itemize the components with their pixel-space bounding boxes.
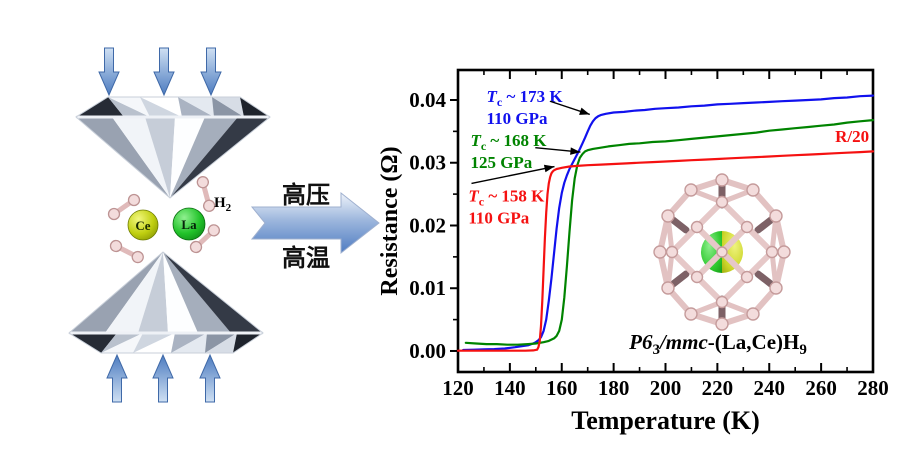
y-tick-label: 0.04 [409, 88, 446, 112]
pressure-arrow-down-icon [153, 47, 175, 96]
hydrogen-atoms [653, 173, 791, 331]
annotation-arrowhead-icon [570, 147, 581, 155]
bottom-pressure-arrows [106, 354, 221, 403]
la-atom [172, 207, 206, 241]
pressure-arrow-down-icon [200, 47, 222, 96]
annotation-arrowhead-icon [579, 107, 590, 115]
high-pressure-label: 高压 [282, 181, 330, 209]
y-axis-title: Resistance (Ω) [377, 146, 403, 295]
process-arrow-group: 高压 高温 [250, 181, 380, 272]
x-tick-label: 220 [702, 376, 734, 400]
pressure-arrow-down-icon [98, 47, 120, 96]
x-axis-title: Temperature (K) [571, 406, 759, 435]
series-red-110GPa-R20 [456, 150, 875, 352]
x-tick-label: 140 [494, 376, 526, 400]
sample-chamber: Ce La H2 [109, 175, 232, 266]
h2-label: H2 [214, 195, 232, 214]
ce-atom-label: Ce [135, 218, 150, 233]
x-tick-label: 260 [805, 376, 837, 400]
hydrogen-molecule-icon [110, 237, 144, 266]
hydrogen-cage [653, 173, 791, 331]
tc-annotation: Tc ~ 158 K [468, 186, 545, 208]
x-tick-label: 180 [598, 376, 630, 400]
y-tick-label: 0.00 [409, 339, 446, 363]
tc-annotation: Tc ~ 173 K [487, 87, 564, 109]
r20-curve-label: R/20 [835, 127, 869, 146]
formula-label: P63/mmc-(La,Ce)H9 [628, 330, 807, 358]
tc-annotation: Tc ~ 168 K [470, 131, 547, 153]
x-tick-label: 240 [754, 376, 786, 400]
top-pressure-arrows [98, 47, 222, 96]
pressure-arrow-up-icon [106, 354, 128, 403]
series-blue-110GPa [462, 94, 875, 352]
y-tick-label: 0.03 [409, 151, 446, 175]
diamond-anvil-cell: Ce La H2 [67, 47, 272, 403]
pressure-annotation: 125 GPa [470, 153, 532, 172]
x-tick-label: 280 [857, 376, 889, 400]
top-diamond-anvil [74, 95, 272, 200]
crystal-structure-inset: P63/mmc-(La,Ce)H9 [628, 173, 807, 358]
pressure-annotation: 110 GPa [468, 208, 529, 227]
y-tick-label: 0.01 [409, 276, 446, 300]
process-arrow-icon [250, 191, 380, 255]
pressure-arrow-up-icon [152, 354, 174, 403]
central-la-ce-atom [701, 231, 743, 273]
pressure-arrow-up-icon [199, 354, 221, 403]
x-tick-label: 160 [546, 376, 578, 400]
bottom-diamond-anvil [67, 250, 265, 355]
annotation-arrowhead-icon [543, 164, 555, 173]
high-temperature-label: 高温 [282, 244, 330, 272]
y-tick-label: 0.02 [409, 213, 446, 237]
series-green-125GPa [464, 118, 875, 346]
resistance-chart: 120 140 160 180 200 220 240 260 280 0.00 0.01 0.02 0… [377, 68, 889, 435]
x-tick-label: 120 [442, 376, 474, 400]
la-atom-label: La [181, 217, 197, 232]
annotation-arrow-line [471, 165, 555, 185]
x-tick-label: 200 [650, 376, 682, 400]
ce-atom [127, 209, 159, 241]
pressure-annotation: 110 GPa [487, 109, 548, 128]
